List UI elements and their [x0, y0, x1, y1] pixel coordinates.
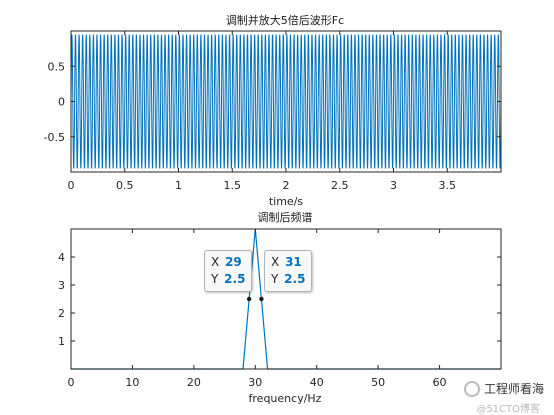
top-y-tick-label: 0.5: [48, 60, 66, 73]
datatip-right-y-label: Y: [271, 272, 279, 286]
bottom-x-tick-label: 30: [248, 376, 262, 389]
datatip-right-x-value: 31: [285, 255, 302, 269]
datatip-left[interactable]: X 29 Y 2.5: [204, 250, 253, 292]
bottom-x-tick-label: 50: [371, 376, 385, 389]
top-y-ticks: -0.5 0 0.5: [44, 60, 501, 144]
bottom-x-tick-label: 10: [125, 376, 139, 389]
bottom-x-tick-label: 20: [187, 376, 201, 389]
top-x-tick-label: 3.5: [439, 179, 457, 192]
datatip-left-x-label: X: [211, 255, 220, 269]
watermark-text: 工程师看海: [483, 382, 544, 396]
top-y-tick-label: 0: [58, 96, 65, 109]
datatip-right[interactable]: X 31 Y 2.5: [264, 250, 313, 292]
bottom-axes-box: [70, 228, 502, 370]
watermark: 工程师看海: [463, 380, 544, 397]
top-x-tick-label: 3: [390, 179, 397, 192]
bottom-x-tick-label: 0: [68, 376, 75, 389]
bottom-x-tick-label: 60: [433, 376, 447, 389]
bottom-x-tick-label: 40: [310, 376, 324, 389]
bottom-y-ticks: 1 2 3 4: [58, 251, 501, 348]
top-signal-line: [70, 34, 502, 169]
datatip-left-y-label: Y: [211, 272, 219, 286]
top-x-tick-label: 2: [283, 179, 290, 192]
datatip-right-x-label: X: [271, 255, 280, 269]
bottom-y-tick-label: 4: [58, 251, 65, 264]
watermark-subtext: @51CTO博客: [476, 404, 540, 415]
top-x-tick-label: 0: [68, 179, 75, 192]
top-x-ticks: 0 0.5 1 1.5 2 2.5 3 3.5: [68, 31, 457, 192]
bottom-x-axis-label: frequency/Hz: [249, 392, 322, 405]
top-y-tick-label: -0.5: [44, 131, 65, 144]
datatip-left-y-value: 2.5: [224, 272, 246, 286]
datatip-marker-1: [259, 296, 264, 302]
top-x-tick-label: 1: [175, 179, 182, 192]
bottom-x-ticks: 0 10 20 30 40 50 60: [68, 229, 447, 389]
datatip-right-y-value: 2.5: [284, 272, 306, 286]
wechat-logo-icon: [463, 380, 480, 397]
top-x-axis-label: time/s: [269, 195, 304, 208]
top-x-tick-label: 2.5: [331, 179, 349, 192]
bottom-axes: 调制后频谱 0 10 20 30 40 50 60 1 2 3 4 frequency/Hz: [58, 210, 502, 405]
top-chart-title: 调制并放大5倍后波形Fc: [226, 13, 344, 27]
top-x-tick-label: 0.5: [116, 179, 134, 192]
bottom-chart-title: 调制后频谱: [258, 210, 313, 224]
bottom-y-tick-label: 1: [58, 335, 65, 348]
datatip-marker-0: [246, 296, 252, 302]
bottom-y-tick-label: 2: [58, 307, 65, 320]
top-x-tick-label: 1.5: [224, 179, 242, 192]
bottom-y-tick-label: 3: [58, 279, 65, 292]
top-axes: 调制并放大5倍后波形Fc 0 0.5 1 1.5 2 2.5 3 3.5 -0.5 0 0.5 t…: [44, 13, 502, 208]
top-plot-area: [70, 34, 502, 169]
datatip-left-x-value: 29: [225, 255, 242, 269]
